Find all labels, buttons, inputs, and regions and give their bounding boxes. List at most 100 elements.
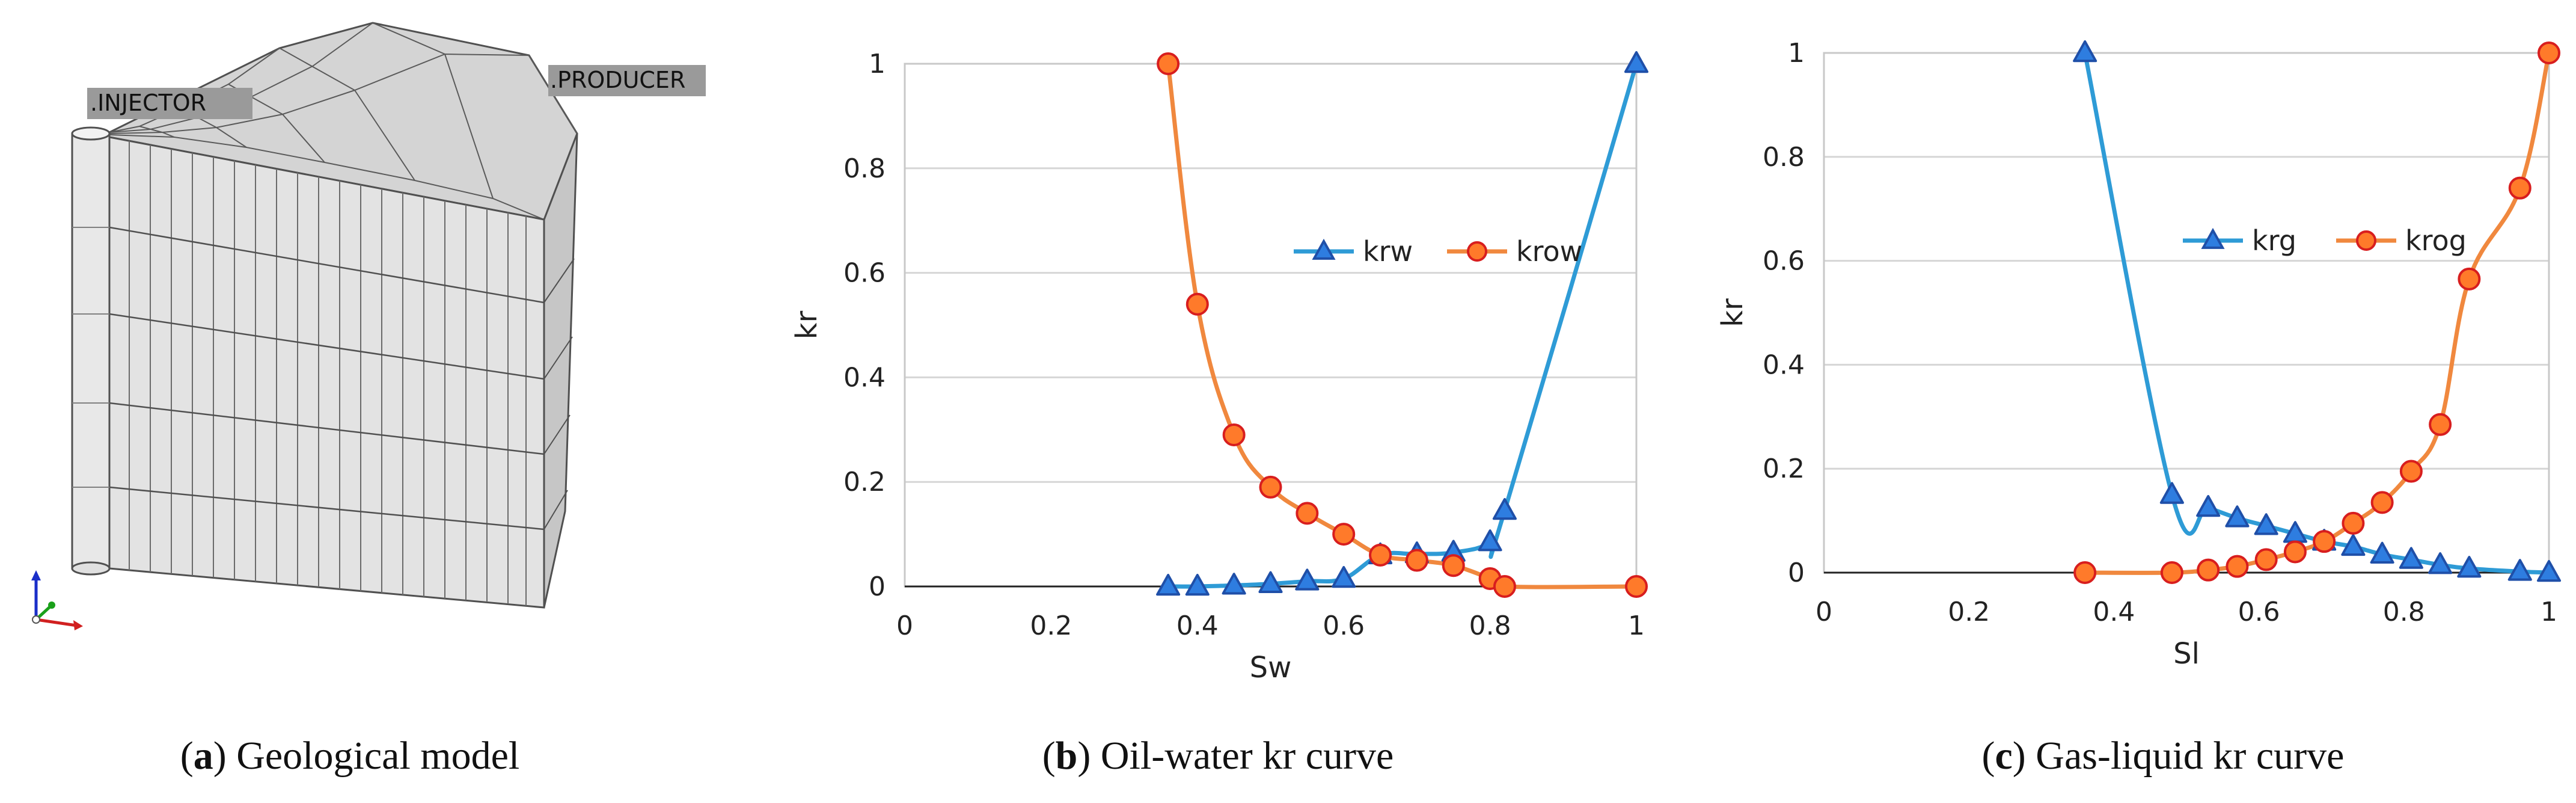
model-front-grid-horizontal — [109, 226, 545, 531]
chart-c-y-tick-label: 0.2 — [1763, 454, 1805, 484]
chart-c-x-tick-label: 0.8 — [2383, 597, 2425, 627]
chart-c-point-krg — [2159, 482, 2184, 504]
chart-b-legend-marker-krow — [1467, 241, 1487, 262]
chart-b-x-tick-labels: 0 0.2 0.4 0.6 0.8 1 — [896, 611, 1645, 641]
chart-b-point-krw — [1478, 529, 1502, 552]
chart-b-legend-label-krow: krow — [1516, 235, 1582, 268]
chart-c-x-tick-label: 0.4 — [2093, 597, 2135, 627]
chart-b-point-krw — [1185, 574, 1210, 596]
axis-triad-icon — [31, 570, 83, 630]
chart-c-point-krog — [2342, 511, 2365, 535]
chart-c-point-krog — [2538, 42, 2560, 64]
caption-c: (c) Gas-liquid kr curve — [1982, 734, 2345, 778]
chart-b-point-krw — [1295, 568, 1320, 591]
chart-c-point-krg — [2457, 556, 2482, 578]
chart-c-legend: krg krog — [2183, 224, 2467, 257]
chart-c-point-krog — [2370, 491, 2394, 514]
chart-c-y-tick-label: 0 — [1788, 558, 1805, 588]
chart-b-y-tick-label: 0.8 — [843, 153, 886, 184]
chart-c-series-line-krog — [2085, 52, 2551, 575]
chart-c-point-krog — [2283, 540, 2307, 564]
chart-c-point-krog — [2197, 558, 2220, 582]
chart-c-point-krg — [2370, 541, 2394, 564]
chart-b-x-tick-label: 0.2 — [1030, 611, 1072, 641]
chart-c-x-tick-labels: 0 0.2 0.4 0.6 0.8 1 — [1816, 597, 2557, 627]
chart-b-point-krow — [1222, 423, 1246, 446]
chart-c-point-krog — [2458, 267, 2481, 291]
chart-c-point-krg — [2225, 505, 2250, 528]
chart-b-legend-marker-krw — [1312, 238, 1336, 260]
chart-b-y-tick-labels: 0 0.2 0.4 0.6 0.8 1 — [843, 49, 886, 602]
chart-c-point-krg — [2399, 547, 2423, 569]
chart-c-point-krg — [2341, 534, 2366, 556]
chart-c-legend-label-krg: krg — [2252, 224, 2296, 257]
chart-c-point-krog — [2399, 460, 2423, 483]
chart-b-y-tick-label: 0 — [869, 571, 886, 602]
injector-well-cylinder — [71, 126, 111, 576]
chart-c-x-tick-label: 0.6 — [2238, 597, 2280, 627]
chart-c-series — [2073, 40, 2562, 584]
chart-c-point-krg — [2507, 559, 2532, 581]
chart-b-point-krow — [1442, 554, 1465, 577]
chart-b-point-krow — [1369, 543, 1392, 567]
chart-c-x-tick-label: 1 — [2541, 597, 2557, 627]
model-front-face — [108, 136, 545, 609]
chart-c-point-krg — [2428, 552, 2453, 574]
chart-b-series-line-krow — [1166, 63, 1637, 589]
chart-b-point-krw — [1332, 565, 1356, 588]
chart-b-x-tick-label: 0.4 — [1176, 611, 1219, 641]
caption-a: (a) Geological model — [180, 734, 520, 778]
model-front-grid-vertical — [129, 141, 527, 606]
chart-b-x-tick-label: 1 — [1628, 611, 1645, 641]
chart-b-point-krow — [1259, 475, 1282, 499]
chart-b-x-tick-label: 0 — [896, 611, 913, 641]
chart-c-legend-marker-krog — [2356, 230, 2376, 251]
chart-b-point-krw — [1156, 574, 1181, 596]
geological-model-panel: .INJECTOR .PRODUCER (a) Geological model — [31, 22, 706, 778]
chart-c-point-krg — [2536, 560, 2562, 582]
chart-c-point-krog — [2508, 176, 2532, 200]
caption-b: (b) Oil-water kr curve — [1042, 734, 1394, 778]
chart-c-y-tick-label: 0.6 — [1763, 246, 1805, 277]
chart-c-series-line-krg — [2082, 52, 2550, 575]
chart-b-point-krow — [1493, 575, 1516, 598]
chart-b-y-axis-label: kr — [790, 310, 824, 339]
chart-c-gridlines — [1824, 52, 2549, 470]
chart-c-plot-border — [1823, 52, 2550, 574]
chart-b-point-krow — [1186, 292, 1209, 316]
chart-b-x-tick-label: 0.8 — [1469, 611, 1511, 641]
chart-c-y-tick-label: 1 — [1788, 38, 1805, 69]
producer-tag: .PRODUCER — [548, 65, 706, 96]
chart-c-y-axis-label: kr — [1716, 298, 1749, 327]
chart-c-point-krg — [2254, 513, 2278, 535]
chart-b-x-axis-label: Sw — [1250, 651, 1292, 685]
chart-b-legend-label-krw: krw — [1363, 235, 1413, 268]
chart-b-y-tick-label: 0.6 — [843, 258, 886, 289]
chart-c-legend-marker-krg — [2201, 227, 2225, 249]
chart-c-point-krog — [2313, 530, 2336, 553]
chart-b-y-tick-label: 0.4 — [843, 362, 886, 393]
gas-liquid-kr-chart: 0 0.2 0.4 0.6 0.8 1 00.20.40.60.81 Sl kr krg k… — [1716, 38, 2562, 778]
chart-b-point-krw — [1222, 573, 1246, 595]
chart-c-point-krog — [2073, 561, 2097, 584]
chart-c-x-tick-label: 0.2 — [1948, 597, 1990, 627]
chart-c-point-krog — [2429, 413, 2452, 436]
chart-c-point-krog — [2254, 548, 2278, 571]
chart-c-point-krog — [2160, 561, 2183, 584]
chart-c-y-tick-label: 0.8 — [1763, 142, 1805, 173]
chart-c-point-krog — [2226, 555, 2249, 578]
model-side-grid-horizontal — [543, 258, 575, 530]
chart-b-point-krow — [1625, 575, 1648, 598]
injector-label: .INJECTOR — [90, 90, 206, 116]
chart-b-y-tick-label: 1 — [869, 49, 886, 79]
chart-b-x-tick-label: 0.6 — [1323, 611, 1365, 641]
chart-b-series — [1156, 51, 1649, 598]
chart-c-legend-label-krog: krog — [2405, 224, 2467, 257]
chart-c-point-krg — [2073, 40, 2097, 63]
chart-b-point-krw — [1624, 51, 1649, 73]
chart-c-point-krg — [2196, 495, 2221, 517]
oil-water-kr-chart: 0 0.2 0.4 0.6 0.8 1 0 0.2 0.4 0.6 0.8 1 Sw kr krw k… — [790, 49, 1649, 778]
chart-b-point-krow — [1157, 52, 1180, 75]
chart-b-point-krow — [1296, 502, 1319, 525]
